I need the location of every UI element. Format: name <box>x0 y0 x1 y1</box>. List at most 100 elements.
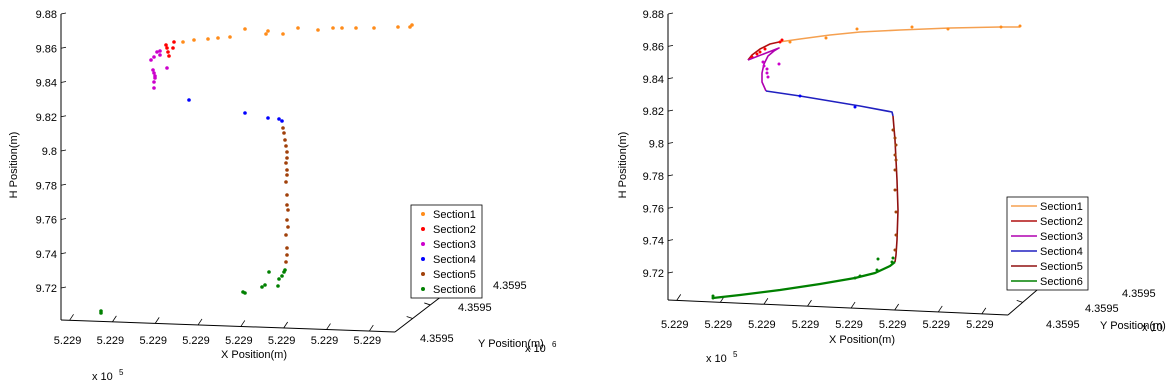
legend-label: Section2 <box>1040 216 1083 228</box>
z-tick-label: 9.72 <box>643 268 664 280</box>
chart-panel-2: 9.72 9.74 9.76 9.78 9.8 9.82 9.84 9.86 9.88 5.229… <box>617 9 1166 365</box>
data-point <box>340 26 344 30</box>
z-tick-label: 9.88 <box>643 9 664 21</box>
data-point <box>280 274 284 278</box>
x-multiplier-exponent: 5 <box>119 368 124 377</box>
data-point <box>285 150 289 154</box>
legend-marker <box>421 212 425 216</box>
legend-box <box>1006 196 1089 291</box>
data-point <box>762 64 766 68</box>
z-tick-mark <box>667 109 674 112</box>
z-tick-mark <box>667 239 674 242</box>
y-axis-label: Y Position(m) <box>1100 320 1166 332</box>
series-section6 <box>711 256 896 300</box>
data-point <box>855 27 859 31</box>
z-tick-mark <box>60 149 67 152</box>
z-tick-mark <box>60 81 67 83</box>
x-tick-mark <box>154 317 160 324</box>
data-point <box>711 296 715 300</box>
data-point <box>149 58 153 62</box>
data-point <box>280 119 284 123</box>
z-tick-label: 9.78 <box>36 180 57 192</box>
y-multiplier: x 10 <box>1142 322 1163 334</box>
data-point <box>228 35 232 39</box>
series-line <box>778 26 1020 43</box>
data-point <box>158 49 162 53</box>
data-point <box>875 268 879 272</box>
data-point <box>152 86 156 90</box>
data-point <box>167 54 171 58</box>
data-point <box>283 138 287 142</box>
data-point <box>99 311 103 315</box>
legend-label: Section3 <box>433 239 476 251</box>
x-tick-label: 5.229 <box>311 335 339 347</box>
data-point <box>858 274 862 278</box>
x-tick-mark <box>326 323 331 330</box>
legend-label: Section4 <box>1040 246 1083 258</box>
data-point <box>396 25 400 29</box>
x-tick-label: 5.229 <box>966 319 994 331</box>
z-axis-label: H Position(m) <box>617 132 629 199</box>
series-section2 <box>747 38 784 61</box>
x-tick-label: 5.229 <box>97 335 125 347</box>
data-point <box>281 126 285 130</box>
data-point <box>354 26 358 30</box>
z-tick-mark <box>667 271 674 274</box>
x-tick-mark <box>937 305 943 313</box>
x-tick-label: 5.229 <box>835 319 863 331</box>
data-point <box>893 136 897 140</box>
y-multiplier: x 10 <box>525 343 546 355</box>
series-line <box>712 261 896 300</box>
data-point <box>316 28 320 32</box>
data-point <box>893 248 897 252</box>
legend-label: Section2 <box>433 224 476 236</box>
legend-marker <box>421 257 425 261</box>
legend-label: Section6 <box>1040 276 1083 288</box>
data-point <box>853 276 857 280</box>
series-line <box>892 115 899 263</box>
x-tick-mark <box>981 307 987 315</box>
z-tick-label: 9.86 <box>643 41 664 53</box>
chart-panel-1: 9.72 9.74 9.76 9.78 9.8 9.82 9.84 9.86 9.88 5.229… <box>8 9 557 383</box>
legend-label: Section4 <box>433 254 476 266</box>
data-point <box>187 98 191 102</box>
data-point <box>824 36 828 40</box>
legend-label: Section5 <box>1040 261 1083 273</box>
z-tick-mark <box>667 77 674 80</box>
data-point <box>284 161 288 165</box>
data-point <box>171 46 175 50</box>
z-axis-label: H Position(m) <box>8 132 20 199</box>
data-point <box>1018 24 1022 28</box>
legend-marker <box>421 287 425 291</box>
data-point <box>283 268 287 272</box>
x-tick-mark <box>894 303 899 311</box>
z-tick-label: 9.78 <box>643 171 664 183</box>
data-point <box>158 53 162 57</box>
z-tick-label: 9.74 <box>643 236 664 248</box>
data-point <box>894 210 898 214</box>
data-point <box>285 173 289 177</box>
z-tick-mark <box>667 174 674 177</box>
y-tick-label: 4.3595 <box>493 280 527 292</box>
z-tick-label: 9.74 <box>36 249 57 261</box>
data-point <box>216 36 220 40</box>
x-tick-label: 5.229 <box>54 335 82 347</box>
z-tick-label: 9.84 <box>36 78 57 90</box>
x-tick-label: 5.229 <box>792 319 820 331</box>
data-point <box>410 23 414 27</box>
x-tick-mark <box>69 314 74 321</box>
data-point <box>798 94 802 98</box>
data-point <box>152 55 156 59</box>
data-point <box>277 117 281 121</box>
data-point <box>286 225 290 229</box>
x-tick-mark <box>676 294 682 301</box>
z-tick-mark <box>60 115 67 118</box>
data-point <box>890 260 894 264</box>
z-tick-mark <box>667 142 674 144</box>
legend-marker <box>421 242 425 246</box>
data-point <box>893 168 897 172</box>
y-tick-label: 4.3595 <box>458 302 492 314</box>
data-point <box>284 144 288 148</box>
y-axis-label: Y Position(m) <box>478 338 544 350</box>
data-point <box>181 40 185 44</box>
